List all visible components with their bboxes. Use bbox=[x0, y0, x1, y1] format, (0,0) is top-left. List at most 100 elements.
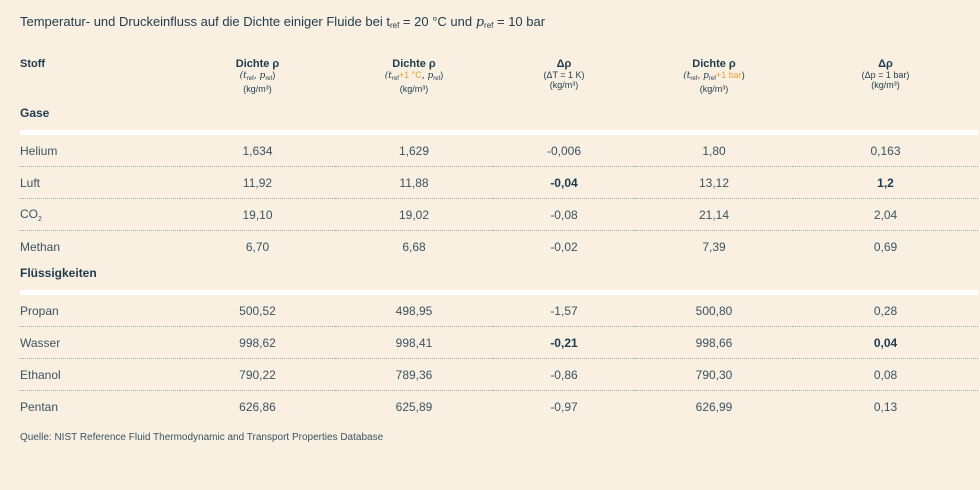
density-table: Stoff Dichte ρ (tref, pref) (kg/m³) Dichte ρ… bbox=[20, 58, 978, 422]
column-label: Dichte ρ bbox=[235, 58, 280, 70]
condition-close: ) bbox=[741, 70, 745, 80]
table-row: Ethanol 790,22 789,36 -0,86 790,30 0,08 bbox=[20, 358, 978, 391]
table-cell-col2: 998,41 bbox=[335, 326, 493, 359]
table-cell-col4: 7,39 bbox=[702, 239, 726, 254]
table-row: Luft 11,92 11,88 -0,04 13,12 1,2 bbox=[20, 166, 978, 199]
table-cell-col3: -0,08 bbox=[493, 198, 635, 231]
table-cell-col5: 0,08 bbox=[793, 358, 978, 391]
substance-name: Pentan bbox=[20, 391, 180, 423]
table-row: Helium 1,634 1,629 -0,006 1,80 0,163 bbox=[20, 132, 978, 167]
table-cell-col2: 1,629 bbox=[335, 132, 493, 167]
table-cell-col2: 19,02 bbox=[335, 198, 493, 231]
condition-t: (t bbox=[683, 71, 691, 81]
table-body: Gase Helium 1,634 1,629 -0,006 1,80 0,163 Luft 1… bbox=[20, 102, 978, 422]
table-row: Methan 6,70 6,68 -0,02 7,39 0,69 bbox=[20, 231, 978, 263]
substance-label: Methan bbox=[20, 239, 61, 254]
table-row: Pentan 626,86 625,89 -0,97 626,99 0,13 bbox=[20, 391, 978, 423]
table-cell-col2: 789,36 bbox=[335, 358, 493, 391]
condition-p-sub: ref bbox=[433, 76, 441, 82]
table-cell-col3: -0,21 bbox=[493, 326, 635, 359]
table-cell-col5: 0,28 bbox=[793, 292, 978, 327]
column-label: Dichte ρ bbox=[392, 58, 436, 70]
column-header-3: Δρ (ΔT = 1 K) (kg/m³) bbox=[493, 58, 635, 102]
condition-t-sub: ref bbox=[391, 76, 399, 82]
table-cell-col2: 6,68 bbox=[402, 239, 426, 254]
table-row: CO2 19,10 19,02 -0,08 21,14 2,04 bbox=[20, 198, 978, 231]
table-cell-col5: 1,2 bbox=[793, 166, 978, 199]
condition-t: (t bbox=[239, 71, 247, 81]
substance-name: Ethanol bbox=[20, 358, 180, 391]
condition-p: , p bbox=[253, 71, 266, 81]
column-label: Dichte ρ bbox=[692, 58, 736, 70]
table-cell-col4: 500,80 bbox=[635, 292, 793, 327]
column-condition: (ΔT = 1 K) bbox=[543, 70, 585, 80]
substance-name: CO2 bbox=[20, 198, 180, 231]
table-cell-col3: -1,57 bbox=[493, 292, 635, 327]
column-header-0: Stoff bbox=[20, 58, 180, 102]
condition-accent-p: +1 bar bbox=[715, 70, 742, 80]
table-cell-col4: 626,99 bbox=[695, 399, 733, 414]
table-row: Propan 500,52 498,95 -1,57 500,80 0,28 bbox=[20, 292, 978, 327]
substance-label: CO bbox=[20, 206, 38, 221]
condition-t: (t bbox=[384, 71, 392, 81]
substance-name: Wasser bbox=[20, 326, 180, 359]
table-cell-col4: 790,30 bbox=[635, 358, 793, 391]
table-cell-col5: 0,69 bbox=[873, 239, 898, 254]
table-cell-col5: 0,163 bbox=[793, 132, 978, 167]
substance-subscript: 2 bbox=[38, 215, 42, 223]
column-unit: (kg/m³) bbox=[549, 80, 579, 90]
column-unit: (kg/m³) bbox=[243, 84, 272, 94]
table-cell-col5: 0,04 bbox=[793, 326, 978, 359]
column-label: Δρ bbox=[556, 58, 572, 70]
table-cell-col2: 625,89 bbox=[395, 399, 433, 414]
column-header-1: Dichte ρ (tref, pref) (kg/m³) bbox=[180, 58, 335, 102]
condition-accent-t: +1 °C bbox=[398, 70, 422, 80]
column-header-5: Δρ (Δp = 1 bar) (kg/m³) bbox=[793, 58, 978, 102]
table-cell-col5: 2,04 bbox=[793, 198, 978, 231]
substance-name: Helium bbox=[20, 132, 180, 167]
table-title: Temperatur- und Druckeinfluss auf die Di… bbox=[20, 14, 546, 30]
table-cell-col4: 998,66 bbox=[635, 326, 793, 359]
condition-p-sub: ref bbox=[265, 76, 273, 82]
condition-t-sub: ref bbox=[246, 76, 254, 82]
table-cell-col4: 13,12 bbox=[635, 166, 793, 199]
column-label: Δρ bbox=[878, 58, 893, 70]
table-header: Stoff Dichte ρ (tref, pref) (kg/m³) Dichte ρ… bbox=[20, 58, 978, 102]
table-cell-col1: 500,52 bbox=[180, 292, 335, 327]
substance-label: Pentan bbox=[20, 399, 59, 414]
column-unit: (kg/m³) bbox=[699, 84, 729, 94]
table-cell-col1: 19,10 bbox=[180, 198, 335, 231]
column-unit: (kg/m³) bbox=[871, 80, 900, 90]
condition-p: , p bbox=[421, 71, 434, 81]
substance-name: Propan bbox=[20, 292, 180, 327]
column-label: Stoff bbox=[20, 58, 46, 70]
table-cell-col3: -0,86 bbox=[493, 358, 635, 391]
table-cell-col3: -0,006 bbox=[493, 132, 635, 167]
column-unit: (kg/m³) bbox=[399, 84, 429, 94]
table-cell-col4: 1,80 bbox=[635, 132, 793, 167]
condition-p-sub: ref bbox=[708, 76, 716, 82]
group-row: Gase bbox=[20, 102, 978, 135]
table-cell-col1: 11,92 bbox=[180, 166, 335, 199]
source-note: Quelle: NIST Reference Fluid Thermodynam… bbox=[20, 432, 384, 443]
substance-label: Luft bbox=[20, 175, 41, 190]
table-cell-col2: 11,88 bbox=[335, 166, 493, 199]
table-cell-col3: -0,04 bbox=[493, 166, 635, 199]
column-condition: (tref, pref+1 bar) bbox=[635, 70, 793, 84]
table-cell-col2: 498,95 bbox=[335, 292, 493, 327]
table-cell-col1: 1,634 bbox=[180, 132, 335, 167]
substance-label: Wasser bbox=[20, 335, 61, 350]
substance-label: Helium bbox=[20, 143, 58, 158]
column-condition: (tref+1 °C, pref) bbox=[335, 70, 493, 84]
table-cell-col5: 0,13 bbox=[873, 399, 898, 414]
table-cell-col3: -0,02 bbox=[550, 239, 578, 254]
condition-p: , p bbox=[697, 71, 709, 81]
group-label: Gase bbox=[20, 102, 978, 135]
table-cell-col1: 790,22 bbox=[180, 358, 335, 391]
group-label: Flüssigkeiten bbox=[20, 262, 978, 295]
substance-label: Propan bbox=[20, 303, 59, 318]
table-cell-col4: 21,14 bbox=[635, 198, 793, 231]
substance-name: Luft bbox=[20, 166, 180, 199]
substance-name: Methan bbox=[20, 231, 180, 263]
table-cell-col1: 6,70 bbox=[245, 239, 270, 254]
